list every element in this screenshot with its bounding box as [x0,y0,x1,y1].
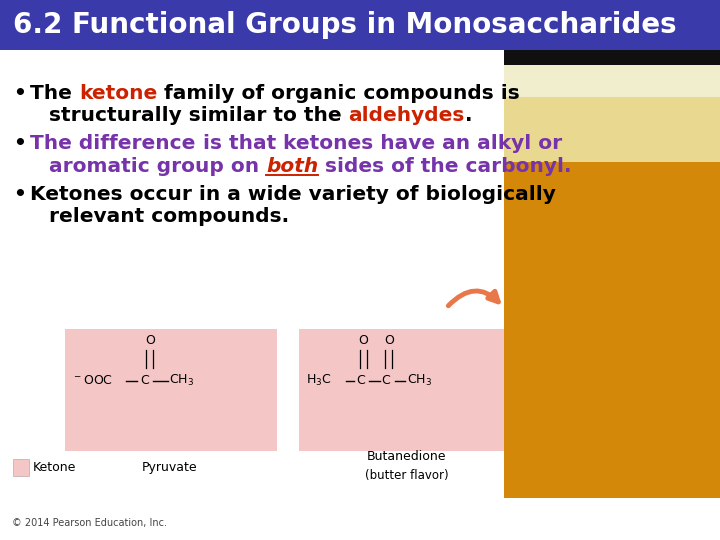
Text: is that: is that [196,134,283,153]
Text: aldehydes: aldehydes [348,106,465,125]
Text: .: . [465,106,472,125]
Text: •: • [13,134,26,153]
Text: ketone: ketone [79,84,158,103]
Bar [13,459,29,476]
Text: family of organic compounds is: family of organic compounds is [158,84,520,103]
Text: Butanedione: Butanedione [367,450,446,463]
Bar [504,50,720,97]
Text: (butter flavor): (butter flavor) [365,469,449,482]
Text: O: O [145,334,155,347]
Text: structurally similar to the: structurally similar to the [49,106,348,125]
Text: 6.2 Functional Groups in Monosaccharides: 6.2 Functional Groups in Monosaccharides [13,11,677,39]
Bar [504,50,720,162]
Text: The: The [30,84,79,103]
Text: O: O [359,334,369,347]
Text: Ketones occur in a wide variety of biologically: Ketones occur in a wide variety of biolo… [30,185,556,204]
Text: •: • [13,185,26,204]
Text: sides of the carbonyl: sides of the carbonyl [318,157,564,176]
Text: CH$_3$: CH$_3$ [407,373,432,388]
Bar [299,329,522,451]
Text: both: both [266,157,318,176]
Text: $^-$OOC: $^-$OOC [72,374,113,387]
Text: Ketone: Ketone [33,461,76,474]
Text: O: O [384,334,394,347]
Bar [504,50,720,65]
Text: aromatic group on: aromatic group on [49,157,266,176]
Text: •: • [13,84,26,103]
Text: ketones have an alkyl or: ketones have an alkyl or [283,134,562,153]
Text: relevant compounds.: relevant compounds. [49,207,289,226]
Text: C: C [382,374,390,387]
Text: H$_3$C: H$_3$C [306,373,332,388]
Text: C: C [356,374,365,387]
FancyArrowPatch shape [449,291,498,306]
Bar [504,162,720,498]
Text: The difference: The difference [30,134,196,153]
Text: .: . [564,157,572,176]
Text: © 2014 Pearson Education, Inc.: © 2014 Pearson Education, Inc. [12,518,166,528]
Bar [65,329,277,451]
Text: Pyruvate: Pyruvate [141,461,197,474]
Text: CH$_3$: CH$_3$ [169,373,194,388]
Bar [0,0,720,50]
Bar [504,50,720,498]
Text: C: C [140,374,149,387]
